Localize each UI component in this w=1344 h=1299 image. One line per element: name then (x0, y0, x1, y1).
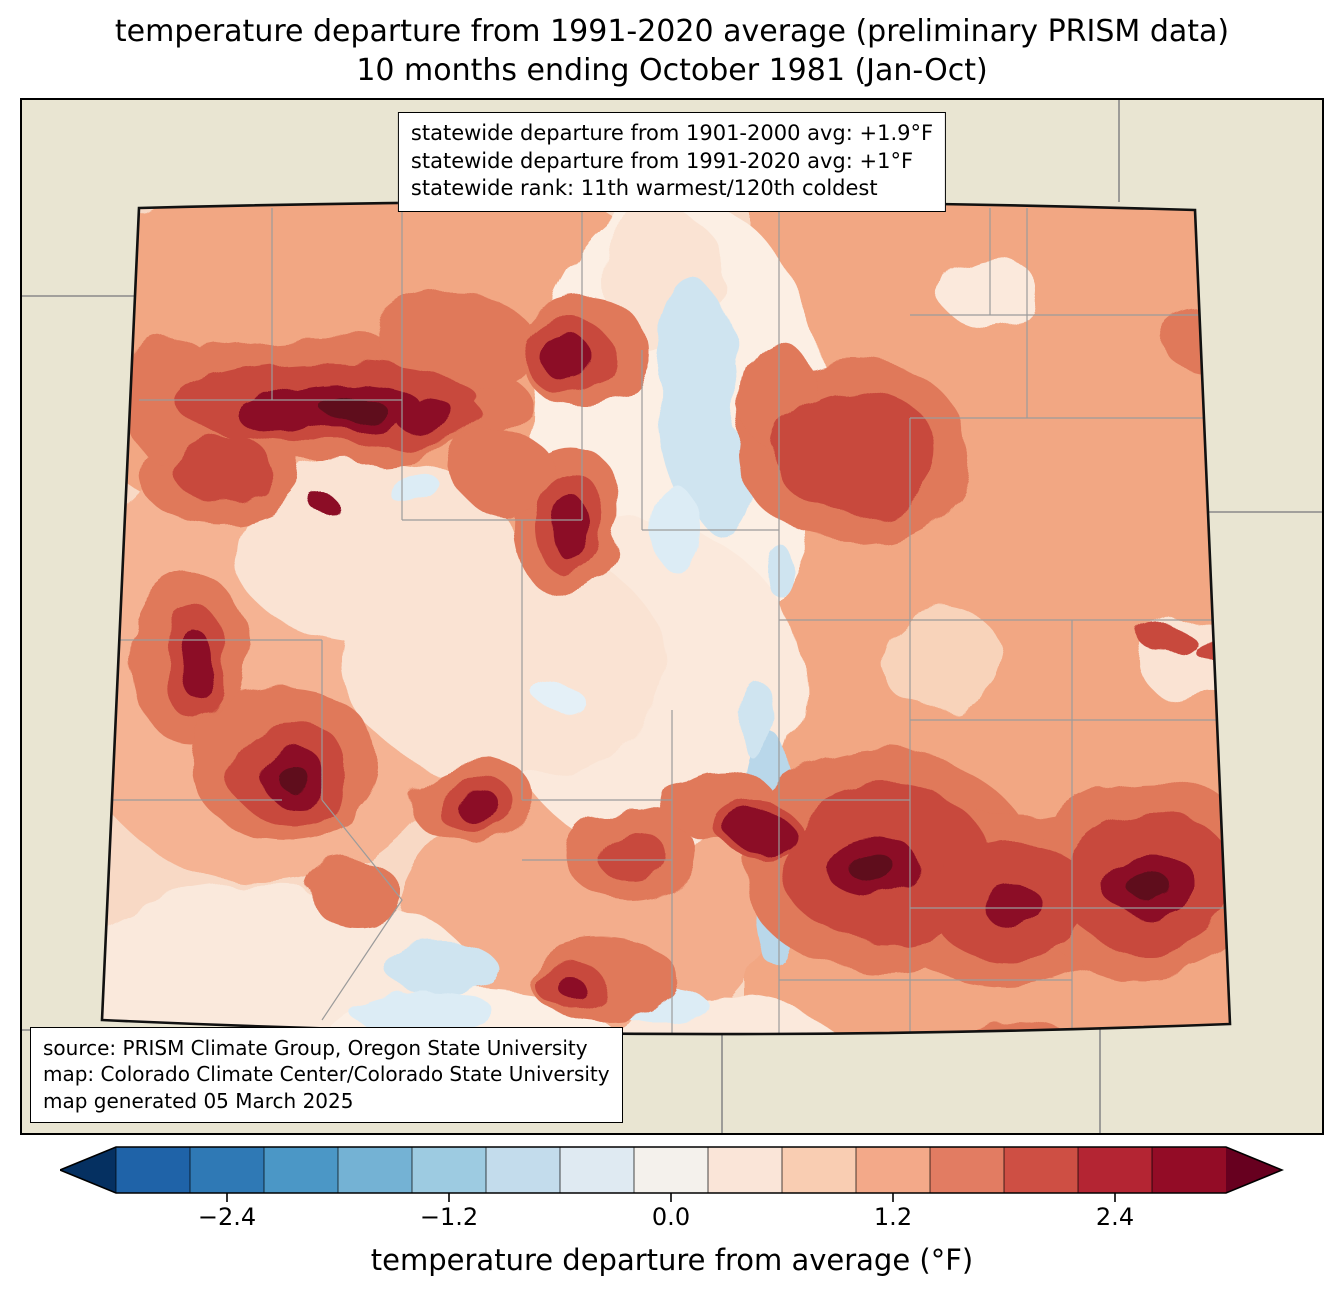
colorbar-segment (559, 1146, 635, 1194)
colorbar-tick-label: −1.2 (419, 1203, 479, 1231)
colorbar-axis-label: temperature departure from average (°F) (370, 1243, 974, 1277)
stats-line-2: statewide departure from 1991-2020 avg: … (410, 148, 914, 173)
colorbar-segment (263, 1146, 339, 1194)
source-line-1: source: PRISM Climate Group, Oregon Stat… (43, 1035, 588, 1060)
stats-line-3: statewide rank: 11th warmest/120th colde… (410, 176, 878, 201)
colorbar-segment (1077, 1146, 1153, 1194)
colorbar-segment (189, 1146, 265, 1194)
colorbar-tick-label: 1.2 (873, 1203, 913, 1231)
colorbar-tick-label: 2.4 (1095, 1203, 1135, 1231)
colorbar-tick-label: −2.4 (197, 1203, 257, 1231)
figure-title: temperature departure from 1991-2020 ave… (0, 12, 1344, 90)
map-frame: statewide departure from 1901-2000 avg: … (20, 98, 1324, 1135)
colorbar-segment (1003, 1146, 1079, 1194)
anomaly-blobs (102, 201, 1230, 1035)
colorbar-segment (855, 1146, 931, 1194)
colorbar-segment (781, 1146, 857, 1194)
colorbar-segment (485, 1146, 561, 1194)
source-box: source: PRISM Climate Group, Oregon Stat… (30, 1026, 623, 1123)
colorbar (57, 1145, 1285, 1207)
colorbar-outline (57, 1146, 1285, 1194)
colorbar-tick-labels: −2.4 −1.2 0.0 1.2 2.4 (60, 1203, 1284, 1237)
colorbar-segment (929, 1146, 1005, 1194)
county-borders (102, 201, 1230, 1035)
colorado-map (22, 100, 1322, 1133)
stats-box: statewide departure from 1901-2000 avg: … (397, 112, 947, 213)
colorbar-arrow-right (1226, 1147, 1282, 1193)
colorbar-segment (633, 1146, 709, 1194)
title-line-2: 10 months ending October 1981 (Jan-Oct) (356, 53, 988, 88)
colorbar-segment (115, 1146, 191, 1194)
colorbar-segment (337, 1146, 413, 1194)
anomaly-field (102, 201, 1230, 1035)
source-line-2: map: Colorado Climate Center/Colorado St… (43, 1062, 610, 1087)
source-line-3: map generated 05 March 2025 (43, 1088, 354, 1113)
colorbar-segment (1151, 1146, 1227, 1194)
title-line-1: temperature departure from 1991-2020 ave… (114, 14, 1230, 49)
colorbar-segment (411, 1146, 487, 1194)
colorbar-tick-label: 0.0 (651, 1203, 691, 1231)
colorbar-segment (707, 1146, 783, 1194)
stats-line-1: statewide departure from 1901-2000 avg: … (410, 121, 934, 145)
neighbor-state-borders (22, 100, 1322, 1133)
colorbar-arrow-left (60, 1147, 116, 1193)
colorbar-svg (57, 1146, 1285, 1202)
